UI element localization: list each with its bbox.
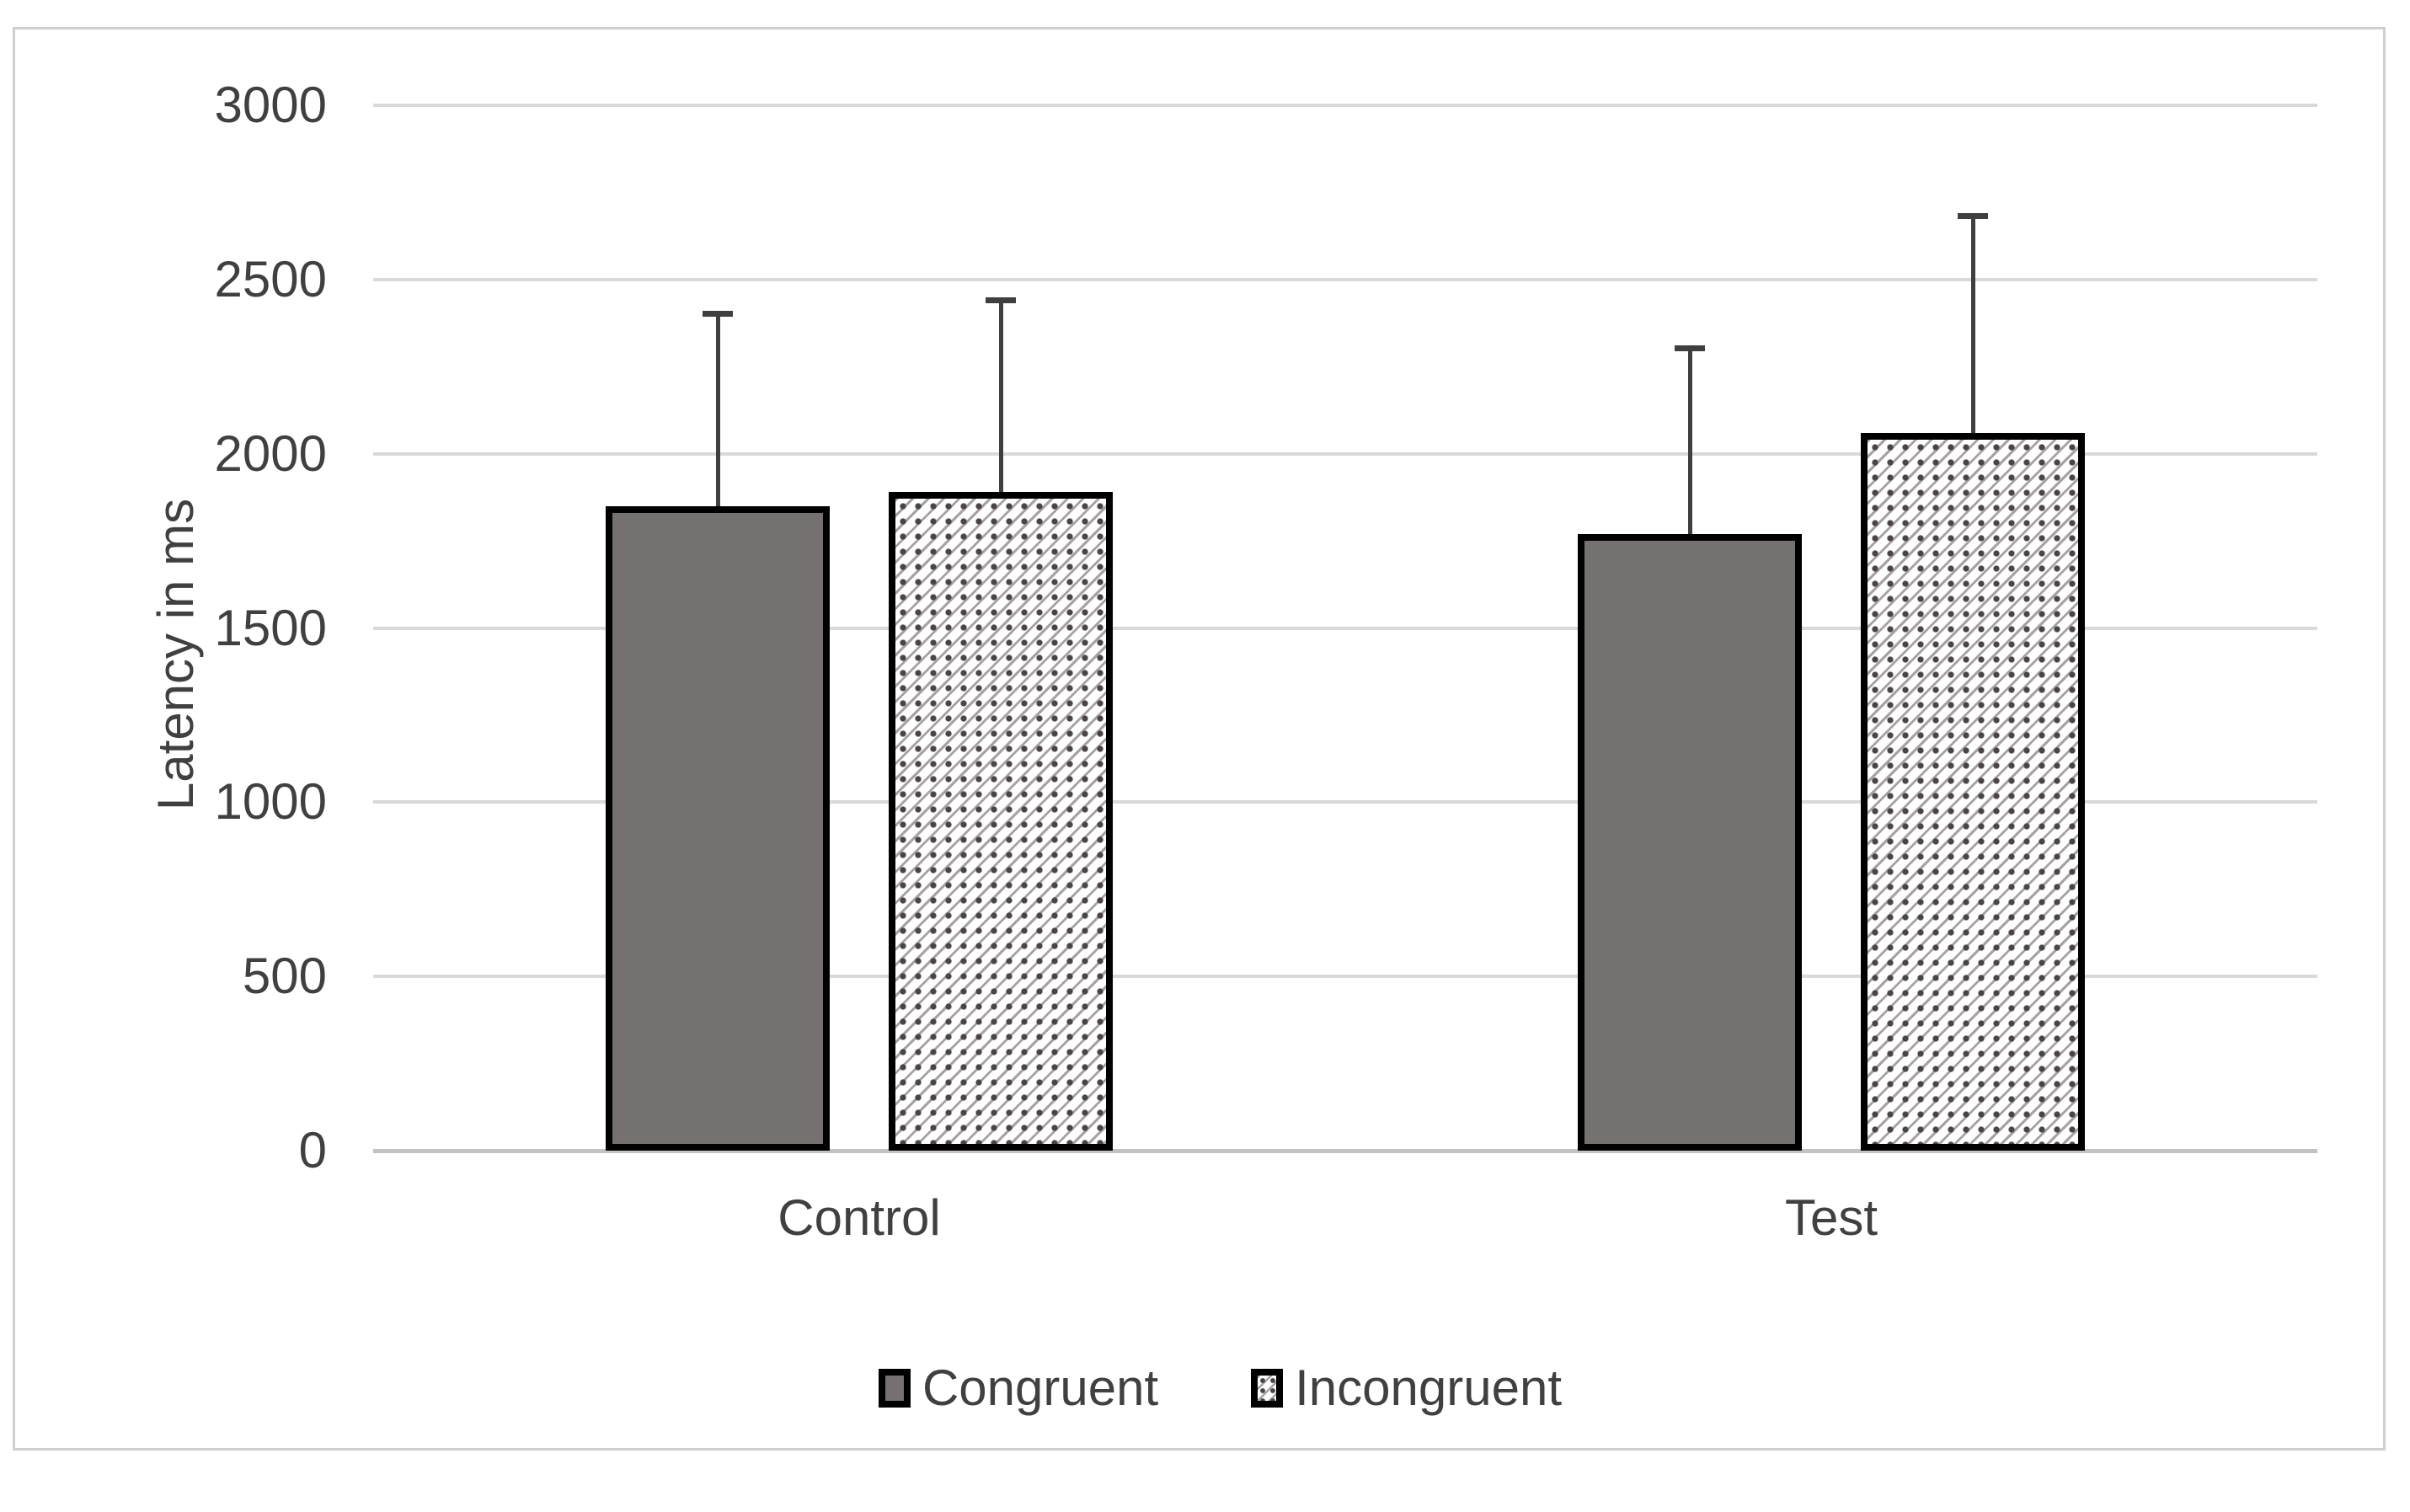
gridline-1500 <box>373 626 2317 630</box>
error-bar-line-congruent-control <box>715 311 720 506</box>
error-bar-cap-incongruent-test <box>1958 213 1988 220</box>
gridline-3000 <box>373 104 2317 107</box>
y-tick-label-500: 500 <box>242 948 327 1005</box>
chart-frame: Latency in ms 0 500 1000 1500 2000 2500 3000 Co… <box>13 27 2386 1451</box>
error-bar-line-incongruent-test <box>1970 213 1975 433</box>
legend-item-congruent[interactable]: Congruent <box>878 1359 1159 1418</box>
bar-incongruent-control[interactable] <box>889 492 1113 1151</box>
bar-congruent-control[interactable] <box>606 505 830 1151</box>
y-tick-label-1500: 1500 <box>214 599 327 656</box>
gridline-1000 <box>373 800 2317 804</box>
legend-label-incongruent: Incongruent <box>1295 1360 1563 1416</box>
gridline-2500 <box>373 277 2317 281</box>
error-bar-cap-congruent-control <box>703 311 733 318</box>
legend-swatch-incongruent-icon <box>1251 1369 1284 1408</box>
legend-label-congruent: Congruent <box>922 1360 1159 1416</box>
y-tick-label-2000: 2000 <box>214 425 327 482</box>
plot-area: 0 500 1000 1500 2000 2500 3000 Control Test <box>15 29 2410 1512</box>
gridline-500 <box>373 975 2317 979</box>
legend-swatch-congruent-icon <box>878 1369 911 1408</box>
y-tick-label-0: 0 <box>298 1122 327 1178</box>
error-bar-cap-incongruent-control <box>986 297 1016 303</box>
y-tick-label-3000: 3000 <box>214 77 327 133</box>
y-tick-label-1000: 1000 <box>214 773 327 831</box>
legend: Congruent Incongruent <box>15 1359 2410 1418</box>
x-axis-line <box>373 1149 2317 1153</box>
y-tick-label-2500: 2500 <box>214 250 327 307</box>
error-bar-cap-congruent-test <box>1675 345 1705 352</box>
x-category-label-control: Control <box>778 1189 941 1246</box>
x-category-label-test: Test <box>1784 1189 1878 1246</box>
bar-congruent-test[interactable] <box>1578 533 1802 1151</box>
legend-item-incongruent[interactable]: Incongruent <box>1251 1359 1562 1418</box>
error-bar-line-incongruent-control <box>998 297 1003 493</box>
error-bar-line-congruent-test <box>1687 345 1692 534</box>
bar-incongruent-test[interactable] <box>1861 432 2085 1151</box>
gridline-2000 <box>373 451 2317 456</box>
